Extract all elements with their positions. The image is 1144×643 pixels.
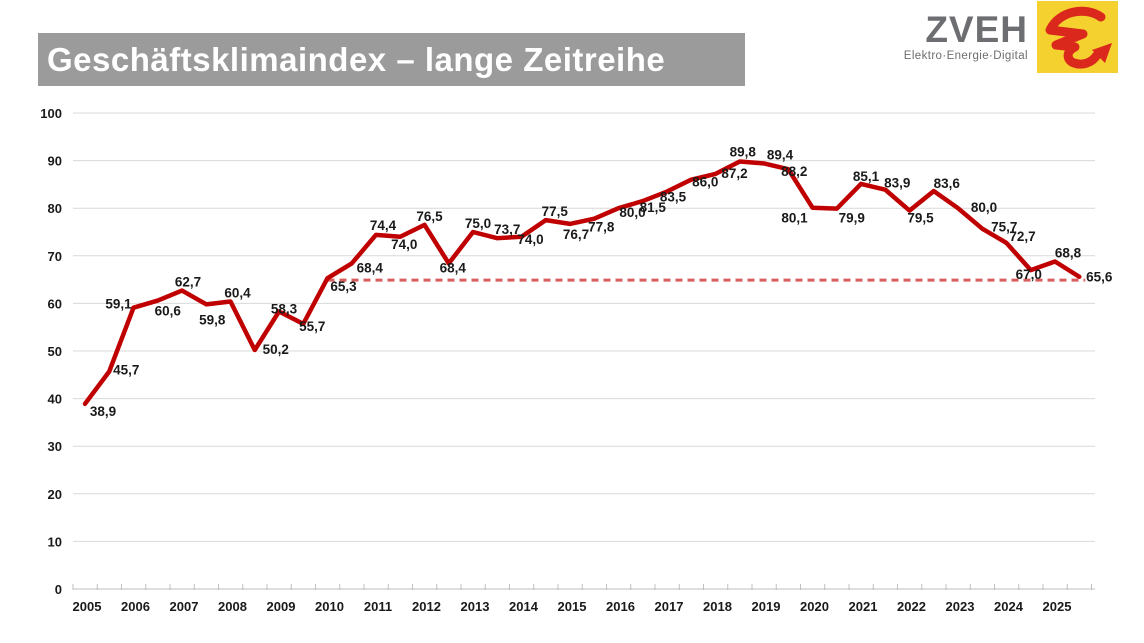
y-axis-tick-label: 50 xyxy=(48,344,62,359)
title-bar: Geschäftsklimaindex – lange Zeitreihe xyxy=(38,33,745,86)
x-axis-year-label: 2005 xyxy=(73,599,102,614)
x-axis-year-label: 2019 xyxy=(752,599,781,614)
x-axis-year-label: 2014 xyxy=(509,599,539,614)
data-point-label: 74,0 xyxy=(517,232,543,247)
page-title: Geschäftsklimaindex – lange Zeitreihe xyxy=(47,40,666,78)
data-point-label: 75,0 xyxy=(465,216,491,231)
y-axis-tick-label: 90 xyxy=(48,154,62,169)
data-point-label: 86,0 xyxy=(692,175,718,190)
y-axis-tick-label: 40 xyxy=(48,392,62,407)
data-point-label: 81,5 xyxy=(640,200,667,215)
data-point-label: 76,5 xyxy=(416,209,443,224)
data-point-label: 83,5 xyxy=(660,190,687,205)
data-point-label: 50,2 xyxy=(263,342,289,357)
data-point-label: 67,0 xyxy=(1016,267,1042,282)
x-axis-year-label: 2013 xyxy=(461,599,490,614)
y-axis-tick-label: 80 xyxy=(48,201,62,216)
zveh-energy-e-icon xyxy=(1037,1,1118,73)
data-point-label: 80,1 xyxy=(781,211,808,226)
x-axis-year-label: 2025 xyxy=(1043,599,1072,614)
data-point-label: 79,9 xyxy=(839,211,865,226)
data-point-label: 80,0 xyxy=(619,205,645,220)
data-point-label: 45,7 xyxy=(113,362,139,377)
data-point-label: 80,0 xyxy=(971,200,997,215)
data-point-label: 89,4 xyxy=(767,147,794,162)
x-axis-year-label: 2012 xyxy=(412,599,441,614)
data-point-label: 83,6 xyxy=(934,176,961,191)
y-axis-tick-label: 100 xyxy=(40,106,62,121)
data-point-label: 73,7 xyxy=(494,222,520,237)
x-axis-year-label: 2006 xyxy=(121,599,150,614)
y-axis-tick-label: 60 xyxy=(48,296,62,311)
y-axis-tick-label: 20 xyxy=(48,487,62,502)
data-point-label: 88,2 xyxy=(781,164,807,179)
data-point-label: 38,9 xyxy=(90,404,116,419)
data-point-label: 83,9 xyxy=(884,176,910,191)
data-point-label: 74,0 xyxy=(391,237,417,252)
y-axis-tick-label: 10 xyxy=(48,534,62,549)
data-point-label: 59,1 xyxy=(105,297,132,312)
data-point-label: 58,3 xyxy=(271,301,298,316)
zveh-logo-name: ZVEH xyxy=(925,9,1028,50)
x-axis-year-label: 2010 xyxy=(315,599,344,614)
data-point-label: 77,5 xyxy=(542,204,569,219)
data-point-label: 77,8 xyxy=(588,220,615,235)
data-point-label: 75,7 xyxy=(991,220,1017,235)
data-point-label: 68,8 xyxy=(1055,246,1082,261)
data-point-label: 89,8 xyxy=(730,145,757,160)
x-axis-year-label: 2009 xyxy=(267,599,296,614)
data-point-label: 59,8 xyxy=(199,312,226,327)
x-axis-year-label: 2016 xyxy=(606,599,635,614)
y-axis-tick-label: 70 xyxy=(48,249,62,264)
x-axis-year-label: 2022 xyxy=(897,599,926,614)
x-axis-year-label: 2020 xyxy=(800,599,829,614)
data-point-label: 72,7 xyxy=(1009,229,1035,244)
data-point-label: 74,4 xyxy=(370,218,397,233)
data-point-label: 65,3 xyxy=(330,279,357,294)
data-point-label: 60,4 xyxy=(224,285,251,300)
data-point-label: 55,7 xyxy=(299,319,325,334)
zveh-logo-text: ZVEH Elektro·Energie·Digital xyxy=(903,9,1028,62)
x-axis-year-label: 2007 xyxy=(170,599,199,614)
data-point-label: 68,4 xyxy=(357,260,384,275)
data-point-label: 87,2 xyxy=(721,166,747,181)
x-axis-year-label: 2018 xyxy=(703,599,732,614)
data-point-label: 62,7 xyxy=(175,275,201,290)
y-axis-tick-label: 0 xyxy=(55,582,62,597)
y-axis-tick-label: 30 xyxy=(48,439,62,454)
data-point-label: 85,1 xyxy=(853,169,880,184)
data-point-label: 76,7 xyxy=(563,227,589,242)
x-axis-year-label: 2024 xyxy=(994,599,1024,614)
x-axis-year-label: 2021 xyxy=(849,599,878,614)
x-axis-year-label: 2023 xyxy=(946,599,975,614)
x-axis-year-label: 2011 xyxy=(364,599,392,614)
zveh-logo-tagline: Elektro·Energie·Digital xyxy=(903,50,1028,62)
zveh-energy-e-glyph xyxy=(1045,6,1112,69)
data-point-label: 79,5 xyxy=(907,211,934,226)
data-point-label: 65,6 xyxy=(1086,270,1113,285)
x-axis-year-label: 2017 xyxy=(655,599,684,614)
x-axis-year-label: 2008 xyxy=(218,599,247,614)
business-climate-trend-line xyxy=(82,159,1082,407)
x-axis-year-label: 2015 xyxy=(558,599,587,614)
zveh-logo: ZVEH Elektro·Energie·Digital xyxy=(884,0,1144,90)
data-point-label: 60,6 xyxy=(155,304,182,319)
data-point-label: 68,4 xyxy=(440,260,467,275)
